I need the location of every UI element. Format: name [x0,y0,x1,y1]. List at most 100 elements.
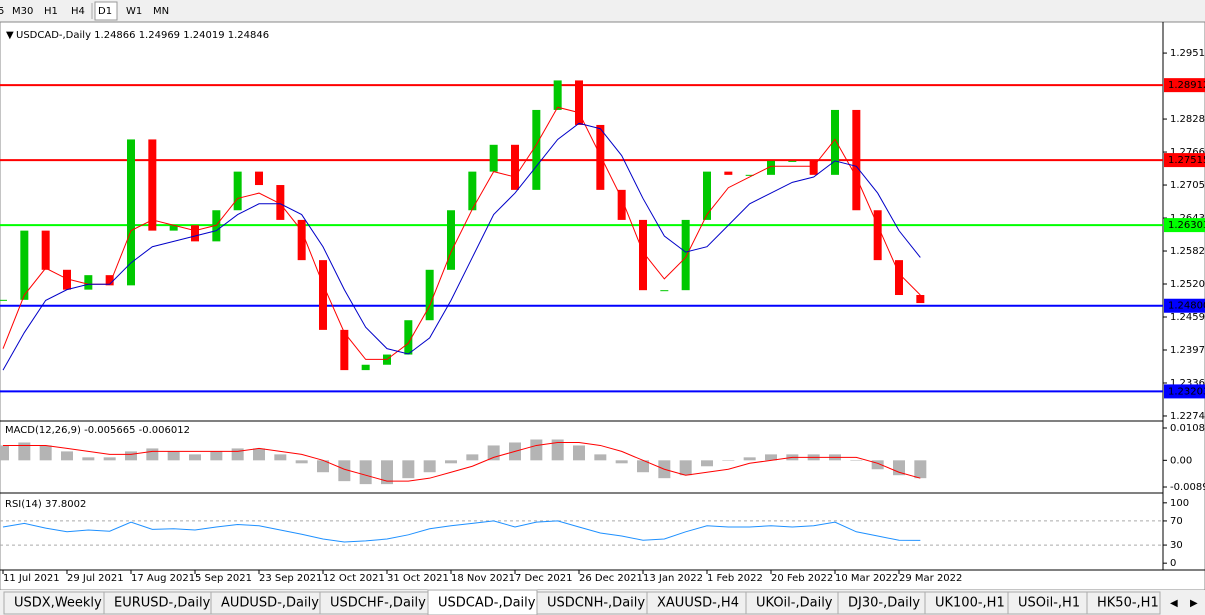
candle [660,290,669,292]
x-tick-label: 5 Sep 2021 [195,573,252,584]
y-tick-label: 30 [1170,540,1183,551]
candle [319,260,327,330]
timeframe-active [94,1,118,21]
level-label: 1.26303 [1168,220,1205,231]
tab-scroll[interactable]: ◀ [1170,598,1178,609]
candle [489,144,498,172]
macd-signal [3,441,921,482]
timeframe-button[interactable]: D1 [98,6,112,17]
macd-bar [231,448,244,461]
candle [127,139,135,286]
macd-bar [0,445,9,461]
candle [404,320,413,355]
candle [745,174,754,176]
macd-bar [39,445,52,461]
x-tick-label: 29 Jul 2021 [67,573,124,584]
moving-average [2,122,921,371]
candle [617,189,626,220]
macd-bar [743,457,756,461]
candle [340,329,349,371]
candle [191,225,199,242]
x-tick-label: 17 Aug 2021 [131,573,195,584]
timeframe-button[interactable]: 5 [0,6,4,17]
y-tick-label: 0.00 [1170,455,1192,466]
timeframe-button[interactable]: H4 [71,6,85,17]
candle [63,269,71,290]
tab[interactable] [1086,591,1161,615]
moving-average [2,106,921,360]
x-tick-label: 18 Nov 2021 [451,573,515,584]
tab-label[interactable]: DJ30-,Daily [848,596,920,611]
tab-label[interactable]: EURUSD-,Daily [114,596,211,611]
rsi-label: RSI(14) 37.8002 [5,499,86,510]
y-tick-label: 1.23360 [1170,378,1205,389]
y-tick-label: 1.25820 [1170,246,1205,257]
toolbar [0,0,1205,22]
tab-label[interactable]: USDX,Weekly [14,596,102,611]
tab-label[interactable]: AUDUSD-,Daily [221,596,319,611]
tab-label[interactable]: USDCNH-,Daily [547,596,645,611]
candle [20,230,29,300]
y-tick-label: 0.010865 [1170,423,1205,434]
candle [212,210,221,242]
candle [361,364,370,371]
macd-bar [167,451,180,461]
tab[interactable] [427,589,538,615]
macd-bar [466,454,479,461]
macd-bar [402,460,415,479]
candle [809,160,818,175]
x-tick-label: 23 Sep 2021 [259,573,322,584]
tab-label[interactable]: USDCHF-,Daily [330,596,426,611]
macd-bar [573,445,585,461]
tab-label[interactable]: USOil-,H1 [1018,596,1080,611]
level-label: 1.23203 [1168,386,1205,397]
y-tick-label: 1.22745 [1170,411,1205,422]
y-tick-label: 1.23975 [1170,345,1205,356]
tab-label[interactable]: HK50-,H1 [1097,596,1159,611]
macd-bar [722,460,735,461]
chart-header: USDCAD-,Daily 1.24866 1.24969 1.24019 1.… [16,30,269,41]
candle [724,171,733,175]
timeframe-button[interactable]: M30 [12,6,33,17]
timeframe-button[interactable]: MN [153,6,169,17]
candle [895,260,903,296]
tab-label[interactable]: USDCAD-,Daily [438,596,536,611]
candle [788,160,797,162]
tab-scroll[interactable]: ▶ [1190,598,1198,609]
macd-bar [274,454,287,461]
x-tick-label: 12 Oct 2021 [323,573,385,584]
x-tick-label: 26 Dec 2021 [579,573,643,584]
level-label-box [1164,153,1205,168]
macd-bar [871,460,884,470]
y-tick-label: 70 [1170,516,1183,527]
tab-label[interactable]: XAUUSD-,H4 [657,596,739,611]
y-tick-label: 1.24590 [1170,312,1205,323]
candle [703,171,711,220]
timeframe-button[interactable]: W1 [126,6,142,17]
candle [41,230,50,270]
timeframe-button[interactable]: H1 [44,6,58,17]
y-tick-label: 0 [1170,558,1176,569]
macd-bar [530,439,543,461]
macd-bar [637,460,649,473]
level-label: 1.24800 [1168,301,1205,312]
candle [681,219,690,291]
macd-bar [253,448,265,461]
candle [447,210,455,270]
candle [84,275,93,290]
macd-bar [381,460,393,485]
candle [511,144,519,190]
x-tick-label: 20 Feb 2022 [771,573,833,584]
y-tick-label: -0.008974 [1170,482,1205,493]
candle [148,139,157,231]
tab-label[interactable]: UK100-,H1 [935,596,1005,611]
candle [169,225,178,231]
macd-bar [295,460,308,464]
candle [532,109,541,190]
candle [831,109,839,175]
level-label: 1.28912 [1168,80,1205,91]
candle [233,171,242,211]
tab-label[interactable]: UKOil-,Daily [756,596,833,611]
macd-bar [551,439,564,461]
